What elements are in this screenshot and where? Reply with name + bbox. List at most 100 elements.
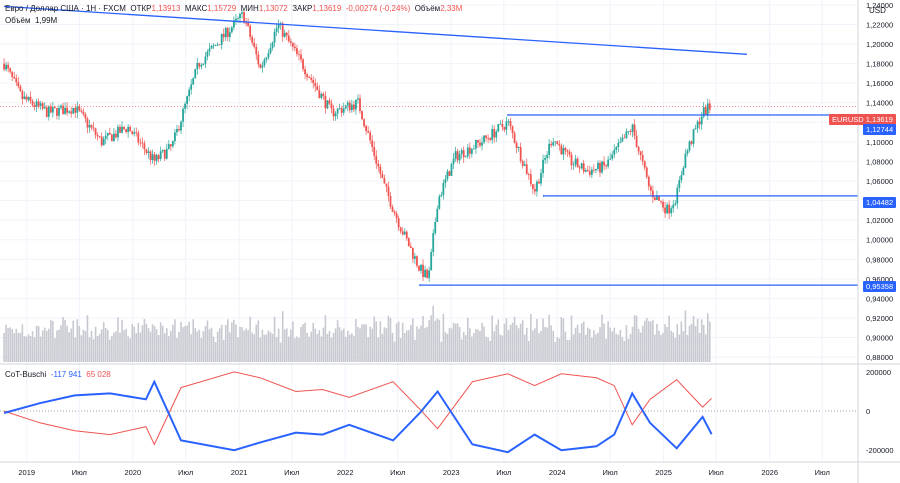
volume-bar xyxy=(76,319,79,362)
candle-body xyxy=(237,18,239,19)
candle-body xyxy=(395,213,398,219)
candle-body xyxy=(23,96,26,100)
volume-bar xyxy=(584,334,587,362)
volume-bar xyxy=(572,334,575,362)
candle-body xyxy=(74,107,77,113)
candle-body xyxy=(544,157,546,160)
candle-body xyxy=(373,146,376,156)
candle-body xyxy=(414,256,416,259)
volume-bar xyxy=(294,338,296,362)
candle-body xyxy=(654,197,656,200)
volume-bar xyxy=(410,325,412,362)
candle-body xyxy=(466,147,469,157)
volume-bar xyxy=(613,327,616,362)
volume-bar xyxy=(165,328,168,362)
candle-body xyxy=(188,89,191,97)
volume-bar xyxy=(200,337,203,362)
candle-body xyxy=(92,127,95,129)
volume-bar xyxy=(540,331,542,362)
candle-body xyxy=(19,86,22,92)
volume-legend-label: Объём xyxy=(5,16,31,25)
volume-bar xyxy=(387,315,390,362)
cot-legend[interactable]: CoT-Buschi -117 941 65 028 xyxy=(5,370,111,379)
volume-bar xyxy=(11,329,14,362)
volume-bar xyxy=(355,319,357,362)
volume-bar xyxy=(674,337,677,362)
candle-body xyxy=(564,147,567,151)
candle-body xyxy=(340,108,343,113)
price-tick-label: 1,22000 xyxy=(866,20,893,29)
candle-body xyxy=(210,45,213,49)
volume-bar xyxy=(237,337,239,362)
candle-body xyxy=(200,64,203,67)
volume-bar xyxy=(562,318,565,362)
volume-bar xyxy=(363,324,365,362)
volume-bar xyxy=(206,320,209,362)
candle-body xyxy=(294,46,296,49)
volume-bar xyxy=(450,328,453,362)
volume-bar xyxy=(35,325,38,362)
candle-body xyxy=(633,124,636,136)
volume-bar xyxy=(172,324,174,362)
candle-body xyxy=(338,108,341,109)
volume-bar xyxy=(58,329,60,362)
candle-body xyxy=(289,41,292,43)
volume-bar xyxy=(682,331,685,362)
candle-body xyxy=(460,150,463,154)
volume-bar xyxy=(589,328,591,362)
candle-body xyxy=(385,183,388,187)
volume-bar xyxy=(428,320,430,362)
candle-body xyxy=(377,163,380,167)
volume-bar xyxy=(432,305,435,362)
volume-bar xyxy=(499,334,502,362)
volume-bar xyxy=(438,319,441,362)
volume-bar xyxy=(487,337,489,362)
volume-legend[interactable]: Объём 1,99М xyxy=(5,16,57,25)
volume-bar xyxy=(279,342,282,362)
volume-bar xyxy=(686,334,689,362)
volume-bar xyxy=(550,325,552,362)
volume-bar xyxy=(558,338,561,362)
candle-body xyxy=(637,147,640,152)
candle-body xyxy=(698,121,701,125)
candle-body xyxy=(442,182,445,195)
trendline[interactable] xyxy=(4,5,748,55)
candle-body xyxy=(133,132,136,134)
volume-bar xyxy=(485,336,487,362)
candle-body xyxy=(312,79,315,84)
drawing-overlays[interactable] xyxy=(0,5,858,287)
candle-body xyxy=(645,167,648,177)
candle-body xyxy=(174,132,176,142)
candle-body xyxy=(658,196,660,201)
volume-bar xyxy=(245,328,247,362)
volume-bar xyxy=(249,316,251,362)
price-tick-label: 1,02000 xyxy=(866,216,893,225)
volume-bar xyxy=(261,329,264,362)
candle-body xyxy=(198,62,201,67)
candle-body xyxy=(273,31,276,43)
volume-bar xyxy=(15,328,18,362)
time-tick-label: Июл xyxy=(603,468,618,477)
candle-body xyxy=(590,169,593,175)
candle-body xyxy=(619,141,622,143)
candle-body xyxy=(330,103,333,109)
candle-body xyxy=(216,44,219,46)
volume-bar xyxy=(672,332,675,362)
volume-bar xyxy=(436,318,439,362)
volume-bar xyxy=(475,329,477,362)
candle-body xyxy=(257,54,260,65)
candle-body xyxy=(525,164,528,175)
volume-bar xyxy=(377,337,380,362)
volume-bar xyxy=(229,332,231,362)
candle-body xyxy=(318,90,321,98)
volume-bar xyxy=(182,327,184,362)
candle-body xyxy=(623,137,626,139)
volume-bar xyxy=(214,342,217,362)
cot-red-line xyxy=(3,371,712,446)
candle-body xyxy=(688,141,691,151)
volume-bar xyxy=(90,330,93,362)
time-tick-label: 2020 xyxy=(124,468,141,477)
volume-bar xyxy=(216,331,219,362)
cot-blue-line xyxy=(3,379,713,454)
